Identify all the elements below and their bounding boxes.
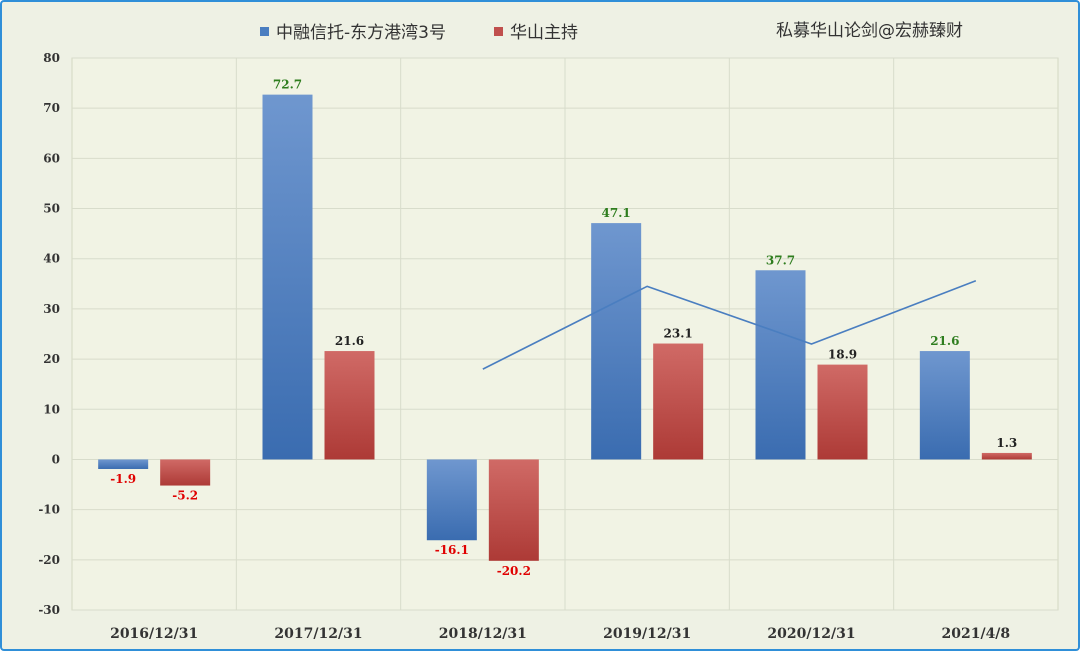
bar-series-2-2020/12/31 <box>817 364 868 460</box>
trend-line <box>482 280 977 370</box>
data-label: 1.3 <box>996 436 1017 450</box>
legend-swatch-series-1 <box>260 27 269 36</box>
data-labels: -1.9 72.7 -16.1 47.1 37.7 21.6 -5.2 21.6 -20.2 23… <box>110 78 1017 578</box>
bar-series-1-2020/12/31 <box>755 270 806 460</box>
data-label: -5.2 <box>172 489 198 503</box>
data-label: 18.9 <box>828 348 857 362</box>
bar-series-2-2018/12/31 <box>488 459 539 561</box>
trend-line-path <box>482 280 977 370</box>
x-tick-label: 2021/4/8 <box>941 626 1010 642</box>
x-tick-label: 2016/12/31 <box>110 626 198 642</box>
y-tick-label: 40 <box>43 252 60 266</box>
bar-series-2-2019/12/31 <box>653 343 704 460</box>
y-tick-label: -20 <box>38 553 60 567</box>
y-tick-label: 20 <box>43 352 60 366</box>
data-label: 47.1 <box>602 206 631 220</box>
data-label: 21.6 <box>930 334 959 348</box>
data-label: 21.6 <box>335 334 364 348</box>
legend-label-series-1: 中融信托-东方港湾3号 <box>276 23 446 43</box>
legend-label-series-2: 华山主持 <box>510 23 578 43</box>
bar-series-1-2018/12/31 <box>426 459 477 541</box>
y-tick-label: 0 <box>52 452 60 466</box>
x-axis: 2016/12/31 2017/12/31 2018/12/31 2019/12/31… <box>110 626 1010 642</box>
bar-series-1-2017/12/31 <box>262 94 313 460</box>
grid-lines <box>72 57 1058 611</box>
y-axis: 80 70 60 50 40 30 20 10 0 -10 -20 -30 <box>38 51 60 617</box>
bar-series-1-2016/12/31 <box>98 459 149 469</box>
y-tick-label: 60 <box>43 151 60 165</box>
y-tick-label: -10 <box>38 503 60 517</box>
bar-series-2-2016/12/31 <box>160 459 211 486</box>
watermark: 私募华山论剑@宏赫臻财 <box>776 21 963 41</box>
data-label: -1.9 <box>110 472 136 486</box>
y-tick-label: 10 <box>43 402 60 416</box>
data-label: 72.7 <box>273 78 302 92</box>
y-tick-label: 80 <box>43 51 60 65</box>
data-label: -20.2 <box>497 564 531 578</box>
y-tick-label: -30 <box>38 603 60 617</box>
data-label: -16.1 <box>435 543 469 557</box>
data-label: 23.1 <box>664 327 693 341</box>
y-tick-label: 30 <box>43 302 60 316</box>
data-label: 37.7 <box>766 253 795 267</box>
legend-swatch-series-2 <box>494 27 503 36</box>
x-tick-label: 2020/12/31 <box>767 626 855 642</box>
y-tick-label: 70 <box>43 101 60 115</box>
bar-series-1-2021/4/8 <box>919 351 970 460</box>
bar-series-2-2017/12/31 <box>324 351 375 460</box>
bar-series-1-2019/12/31 <box>591 223 642 460</box>
x-tick-label: 2018/12/31 <box>439 626 527 642</box>
x-tick-label: 2017/12/31 <box>274 626 362 642</box>
bars <box>98 94 1032 561</box>
bar-series-2-2021/4/8 <box>981 452 1032 460</box>
x-tick-label: 2019/12/31 <box>603 626 691 642</box>
legend: 中融信托-东方港湾3号 华山主持 <box>260 23 578 43</box>
y-tick-label: 50 <box>43 202 60 216</box>
